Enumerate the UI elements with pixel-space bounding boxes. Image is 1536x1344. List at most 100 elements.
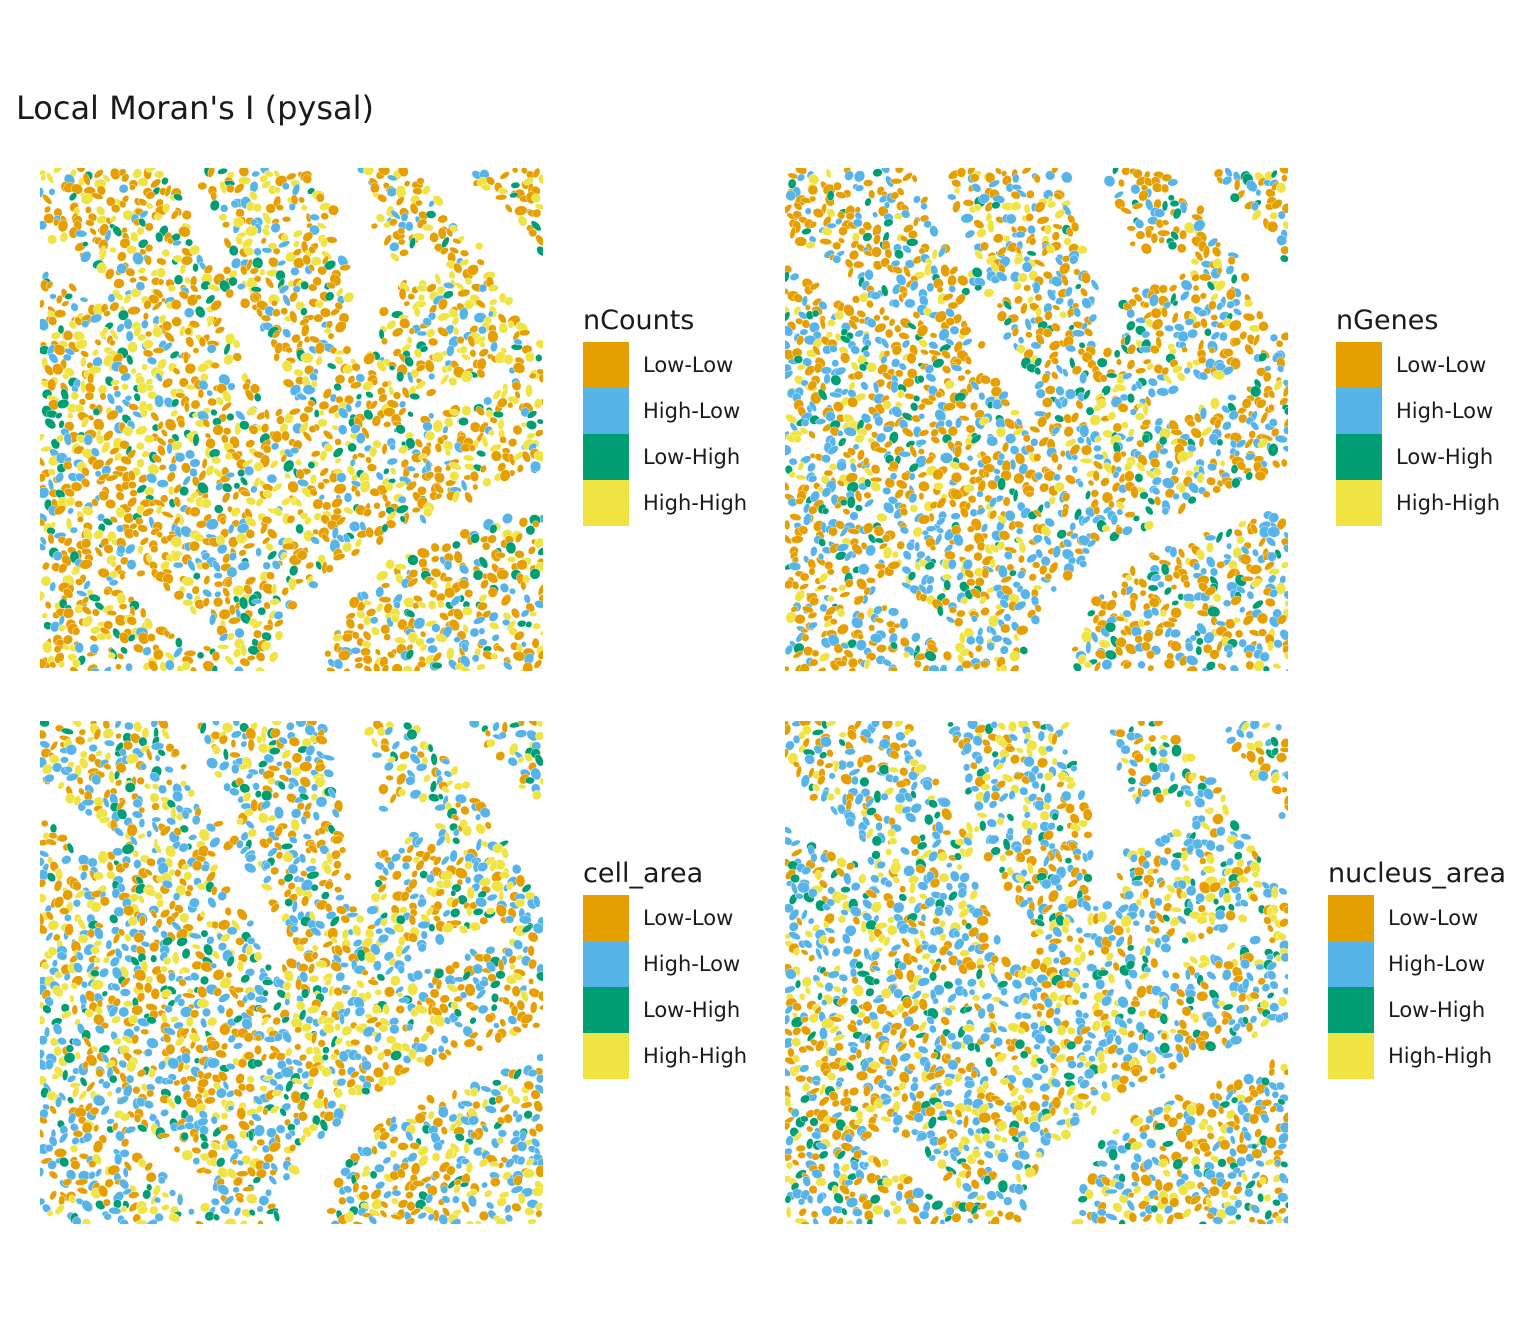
cell-mark [338, 312, 350, 324]
cell-mark [162, 203, 171, 213]
cell-mark [420, 630, 427, 638]
cell-mark [864, 197, 872, 207]
cell-mark [260, 423, 270, 434]
cell-mark [113, 291, 124, 301]
cell-mark [354, 400, 362, 409]
cell-mark [478, 325, 487, 335]
cell-mark [356, 452, 366, 459]
cell-mark [1196, 204, 1205, 216]
cell-mark [533, 659, 543, 669]
legend-item-high-low: High-Low [1336, 388, 1500, 434]
legend-item-low-high: Low-High [1336, 434, 1500, 480]
cell-mark [1013, 256, 1023, 265]
cell-mark [89, 313, 103, 324]
cell-mark [243, 542, 256, 550]
cell-mark [1260, 411, 1269, 424]
plot-title: Local Moran's I (pysal) [16, 89, 374, 127]
cell-mark [145, 402, 154, 412]
cell-mark [1043, 535, 1052, 546]
cell-mark [281, 216, 292, 223]
cell-mark [804, 304, 811, 311]
cell-mark [1272, 459, 1281, 469]
cell-mark [182, 475, 191, 486]
cell-mark [150, 411, 160, 422]
cell-mark [226, 412, 235, 421]
cell-mark [263, 601, 271, 610]
cell-mark [197, 181, 208, 191]
cell-mark [801, 227, 812, 235]
cell-mark [74, 735, 86, 746]
cell-mark [481, 542, 491, 551]
cell-mark [428, 412, 435, 419]
cell-mark [377, 510, 387, 519]
cell-mark [363, 352, 376, 365]
cell-mark [215, 482, 224, 491]
cell-mark [934, 533, 943, 546]
cell-mark [516, 464, 524, 473]
cell-mark [508, 438, 518, 448]
cell-mark [90, 447, 100, 457]
cell-mark [1147, 664, 1155, 671]
cell-mark [343, 667, 351, 671]
cell-mark [61, 855, 72, 865]
cell-mark [418, 210, 429, 221]
cell-mark [939, 664, 948, 671]
cell-mark [826, 568, 835, 576]
cell-mark [377, 194, 388, 203]
cell-mark [206, 389, 214, 397]
cell-mark [793, 201, 803, 211]
cell-mark [430, 753, 438, 766]
cell-mark [1026, 250, 1037, 257]
cell-mark [452, 238, 462, 245]
cell-mark [106, 393, 115, 405]
cell-mark [242, 382, 251, 391]
cell-mark [212, 560, 221, 573]
cell-mark [40, 721, 50, 728]
cell-mark [1044, 385, 1056, 395]
cell-mark [133, 326, 142, 337]
cell-mark [488, 429, 495, 437]
cell-mark [488, 611, 499, 622]
cell-mark [371, 415, 382, 427]
cell-mark [287, 600, 298, 611]
swatch-low-low [583, 342, 629, 388]
cell-mark [1248, 430, 1257, 439]
cell-mark [369, 487, 381, 497]
cell-mark [389, 241, 400, 252]
cell-mark [221, 492, 231, 504]
cell-mark [132, 168, 143, 179]
cell-mark [169, 350, 180, 360]
cell-mark [906, 322, 917, 330]
cell-mark [808, 430, 816, 439]
cell-mark [262, 444, 272, 454]
cell-mark [468, 721, 480, 729]
cell-mark [354, 656, 364, 663]
cell-mark [399, 515, 406, 523]
cell-mark [417, 660, 427, 668]
cell-mark [232, 352, 243, 362]
cell-mark [914, 541, 921, 552]
cell-mark [264, 277, 275, 289]
cell-mark [816, 584, 827, 591]
cell-mark [318, 400, 330, 411]
cell-mark [308, 263, 315, 272]
cell-mark [1233, 617, 1241, 624]
cell-mark [407, 554, 419, 566]
cell-mark [235, 208, 245, 218]
cell-mark [408, 327, 416, 335]
cell-mark [913, 195, 921, 204]
cell-mark [449, 224, 459, 233]
cell-mark [112, 847, 123, 857]
cell-mark [1255, 310, 1264, 320]
cell-mark [279, 423, 289, 433]
cell-mark [247, 738, 255, 752]
cell-mark [453, 262, 463, 274]
cell-mark [513, 338, 523, 346]
cell-mark [354, 662, 364, 669]
cell-mark [207, 315, 214, 328]
cell-mark [75, 578, 84, 586]
legend-title: nCounts [583, 305, 695, 336]
cell-mark [317, 418, 328, 428]
cell-mark [383, 407, 396, 417]
cell-mark [498, 322, 509, 334]
